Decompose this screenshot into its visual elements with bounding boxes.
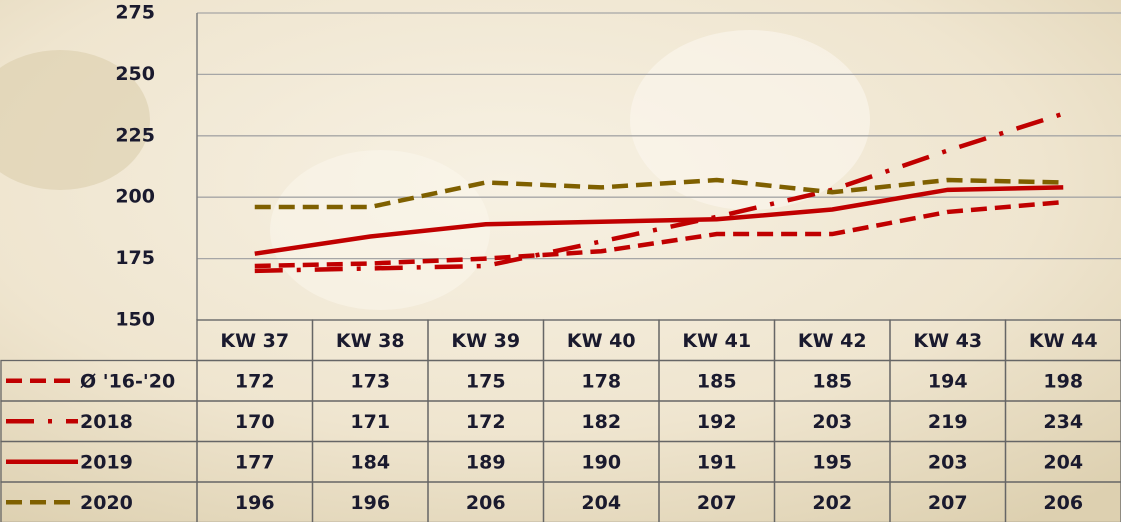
table-value: 206 — [466, 492, 506, 514]
table-value: 194 — [928, 370, 968, 392]
legend-label: Ø '16-'20 — [80, 370, 175, 392]
table-value: 185 — [812, 370, 852, 392]
table-value: 202 — [812, 492, 852, 514]
table-value: 192 — [697, 411, 737, 433]
table-value: 195 — [812, 451, 852, 473]
table-value: 203 — [812, 411, 852, 433]
table-value: 172 — [466, 411, 506, 433]
x-tick-label: KW 41 — [682, 330, 751, 352]
table-value: 190 — [581, 451, 621, 473]
table-value: 219 — [928, 411, 968, 433]
x-tick-label: KW 44 — [1029, 330, 1098, 352]
table-value: 175 — [466, 370, 506, 392]
table-value: 203 — [928, 451, 968, 473]
table-value: 234 — [1043, 411, 1083, 433]
table-value: 206 — [1043, 492, 1083, 514]
table-value: 178 — [581, 370, 621, 392]
table-value: 207 — [697, 492, 737, 514]
table-value: 196 — [350, 492, 390, 514]
table-value: 173 — [350, 370, 390, 392]
x-tick-label: KW 40 — [567, 330, 636, 352]
table-value: 185 — [697, 370, 737, 392]
x-tick-label: KW 43 — [913, 330, 982, 352]
x-tick-label: KW 38 — [336, 330, 405, 352]
y-tick-label: 250 — [115, 63, 155, 85]
chart: 150 175 200 225 250 275 KW 37 KW 38 KW 39 KW 40 K… — [0, 0, 1121, 522]
background — [0, 0, 1121, 522]
table-value: 204 — [581, 492, 621, 514]
y-tick-label: 150 — [115, 309, 155, 331]
legend-label: 2018 — [80, 411, 133, 433]
table-value: 170 — [235, 411, 275, 433]
table-value: 182 — [581, 411, 621, 433]
table-value: 198 — [1043, 370, 1083, 392]
x-tick-label: KW 42 — [798, 330, 867, 352]
table-value: 177 — [235, 451, 275, 473]
legend-label: 2020 — [80, 492, 133, 514]
table-value: 196 — [235, 492, 275, 514]
y-tick-label: 225 — [115, 124, 155, 146]
table-value: 191 — [697, 451, 737, 473]
table-value: 184 — [350, 451, 390, 473]
table-value: 207 — [928, 492, 968, 514]
y-tick-label: 275 — [115, 2, 155, 24]
legend-label: 2019 — [80, 451, 133, 473]
table-value: 189 — [466, 451, 506, 473]
table-value: 171 — [350, 411, 390, 433]
table-value: 204 — [1043, 451, 1083, 473]
y-tick-label: 175 — [115, 247, 155, 269]
y-tick-label: 200 — [115, 186, 155, 208]
table-value: 172 — [235, 370, 275, 392]
x-tick-label: KW 37 — [220, 330, 289, 352]
x-tick-label: KW 39 — [451, 330, 520, 352]
background-shape — [270, 150, 490, 310]
